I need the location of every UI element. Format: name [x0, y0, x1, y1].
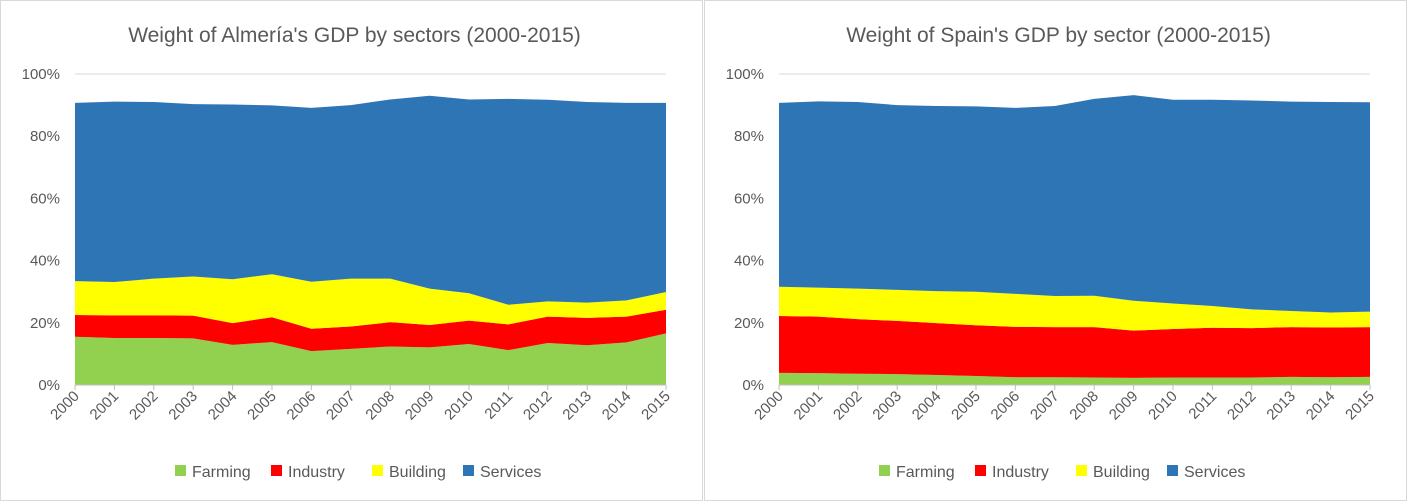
- series-area-services: [779, 95, 1370, 313]
- series-area-farming: [75, 333, 666, 385]
- x-tick-label: 2014: [1303, 388, 1339, 424]
- legend-item-services: Services: [463, 464, 541, 481]
- series-area-building: [75, 274, 666, 329]
- legend-label: Industry: [288, 464, 345, 481]
- legend-swatch: [271, 465, 282, 476]
- x-tick-label: 2012: [1224, 388, 1260, 424]
- y-tick-label: 0%: [742, 377, 764, 394]
- x-tick-label: 2008: [1066, 388, 1102, 424]
- x-tick-label: 2002: [126, 388, 162, 424]
- chart-almeria: Weight of Almería's GDP by sectors (2000…: [22, 24, 674, 481]
- x-tick-label: 2015: [1342, 388, 1378, 424]
- x-tick-label: 2005: [244, 388, 280, 424]
- legend-label: Services: [480, 464, 541, 481]
- series-area-farming: [779, 372, 1370, 385]
- legend-item-building: Building: [1076, 464, 1150, 481]
- legend-swatch: [463, 465, 474, 476]
- x-tick-label: 2002: [830, 388, 866, 424]
- x-tick-label: 2004: [205, 388, 241, 424]
- legend-swatch: [879, 465, 890, 476]
- chart0-title: Weight of Almería's GDP by sectors (2000…: [128, 24, 581, 47]
- series-area-industry: [779, 315, 1370, 378]
- y-tick-label: 80%: [734, 128, 764, 145]
- y-tick-label: 80%: [30, 128, 60, 145]
- series-area-industry: [75, 309, 666, 352]
- chart1-title: Weight of Spain's GDP by sector (2000-20…: [846, 24, 1271, 47]
- x-tick-label: 2007: [1027, 388, 1063, 424]
- legend-label: Industry: [992, 464, 1049, 481]
- y-tick-label: 20%: [734, 315, 764, 332]
- series-area-building: [779, 286, 1370, 331]
- x-tick-label: 2007: [323, 388, 359, 424]
- legend-swatch: [1076, 465, 1087, 476]
- legend-swatch: [975, 465, 986, 476]
- x-tick-label: 2003: [869, 388, 905, 424]
- legend-item-farming: Farming: [175, 464, 251, 481]
- x-tick-label: 2015: [638, 388, 674, 424]
- x-tick-label: 2008: [362, 388, 398, 424]
- legend-label: Farming: [192, 464, 251, 481]
- x-tick-label: 2012: [520, 388, 556, 424]
- y-tick-label: 60%: [734, 190, 764, 207]
- chart-panel-spain: Weight of Spain's GDP by sector (2000-20…: [704, 0, 1407, 501]
- legend-item-industry: Industry: [271, 464, 345, 481]
- x-tick-label: 2013: [559, 388, 595, 424]
- chart-spain: Weight of Spain's GDP by sector (2000-20…: [726, 24, 1378, 481]
- x-tick-label: 2005: [948, 388, 984, 424]
- x-tick-label: 2010: [1145, 388, 1181, 424]
- legend-label: Services: [1184, 464, 1245, 481]
- x-tick-label: 2001: [791, 388, 827, 424]
- x-tick-label: 2006: [988, 388, 1024, 424]
- y-tick-label: 40%: [30, 253, 60, 270]
- legend-label: Farming: [896, 464, 955, 481]
- chart-panel-almeria: Weight of Almería's GDP by sectors (2000…: [0, 0, 703, 501]
- x-tick-label: 2001: [87, 388, 123, 424]
- x-tick-label: 2004: [909, 388, 945, 424]
- series-area-services: [75, 95, 666, 305]
- y-tick-label: 20%: [30, 315, 60, 332]
- x-tick-label: 2010: [441, 388, 477, 424]
- x-tick-label: 2011: [481, 388, 516, 423]
- y-tick-label: 0%: [38, 377, 60, 394]
- legend-swatch: [372, 465, 383, 476]
- legend-item-farming: Farming: [879, 464, 955, 481]
- y-tick-label: 100%: [726, 66, 764, 83]
- legend-label: Building: [1093, 464, 1150, 481]
- x-tick-label: 2011: [1185, 388, 1220, 423]
- x-tick-label: 2009: [1106, 388, 1142, 424]
- legend-swatch: [175, 465, 186, 476]
- x-tick-label: 2014: [599, 388, 635, 424]
- legend-item-industry: Industry: [975, 464, 1049, 481]
- legend-swatch: [1167, 465, 1178, 476]
- y-tick-label: 60%: [30, 190, 60, 207]
- y-tick-label: 40%: [734, 253, 764, 270]
- x-tick-label: 2003: [165, 388, 201, 424]
- legend-item-services: Services: [1167, 464, 1245, 481]
- y-tick-label: 100%: [22, 66, 60, 83]
- x-tick-label: 2013: [1263, 388, 1299, 424]
- x-tick-label: 2009: [402, 388, 438, 424]
- legend-item-building: Building: [372, 464, 446, 481]
- x-tick-label: 2006: [284, 388, 320, 424]
- legend-label: Building: [389, 464, 446, 481]
